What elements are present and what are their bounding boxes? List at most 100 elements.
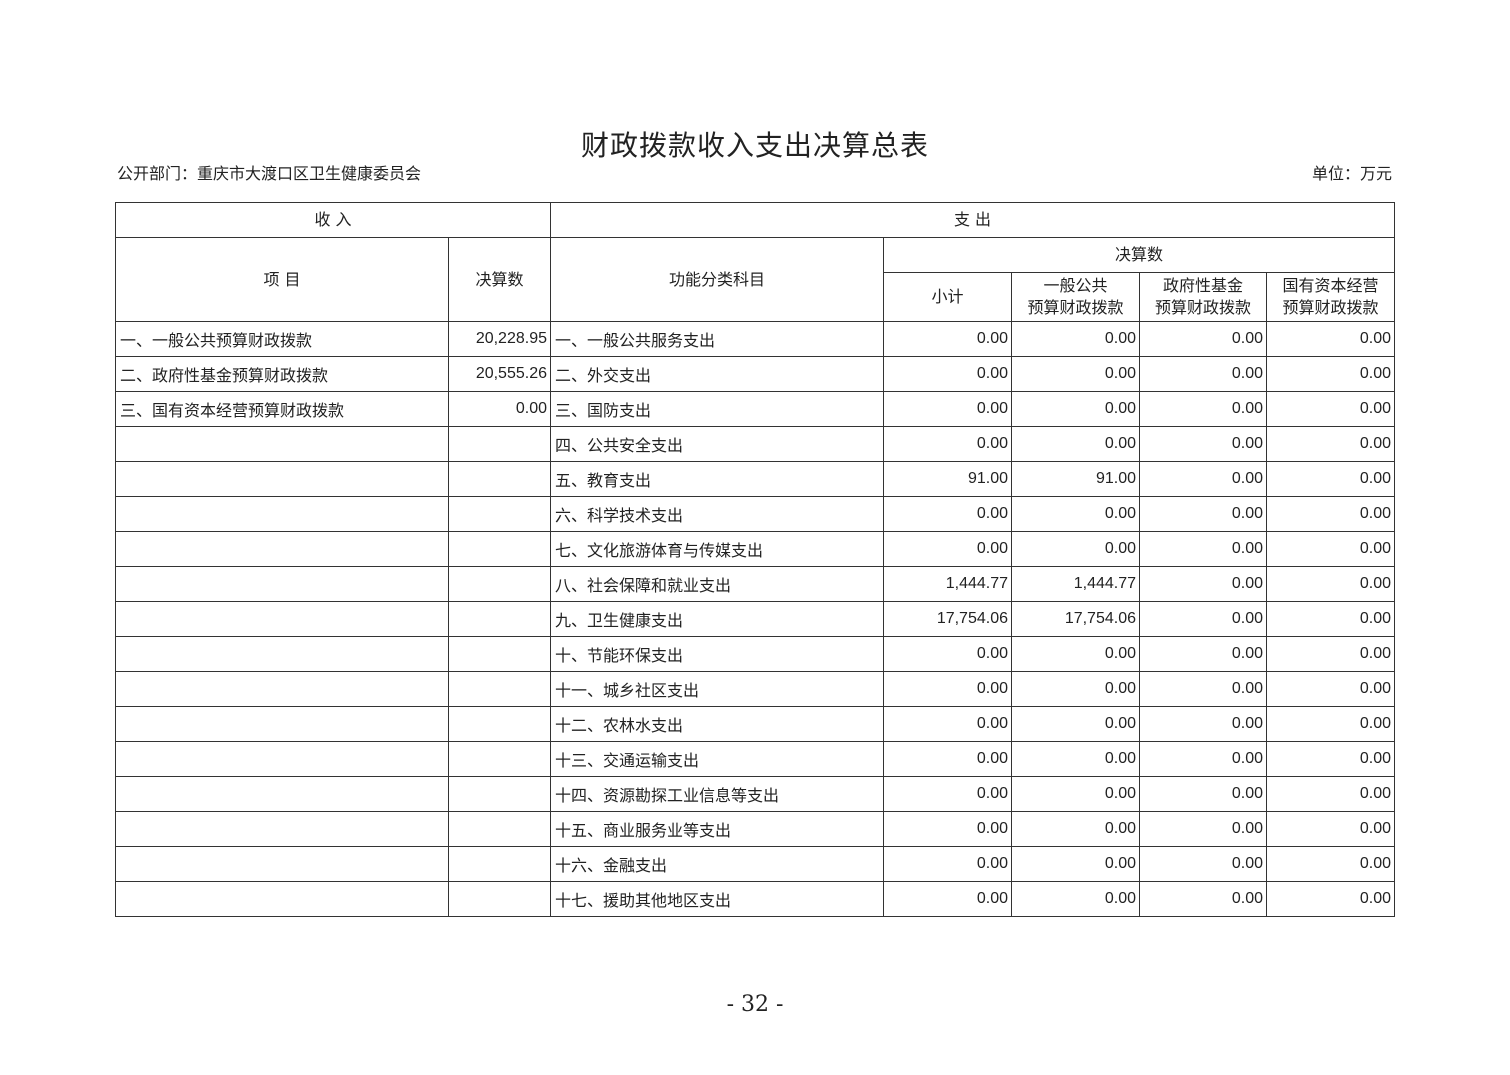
general-public-cell: 0.00 — [1011, 391, 1140, 427]
income-item-cell — [115, 531, 449, 567]
state-capital-cell: 0.00 — [1266, 811, 1395, 847]
gov-fund-cell: 0.00 — [1139, 601, 1267, 637]
header-line: 政府性基金 — [1162, 276, 1243, 295]
table-row: 十一、城乡社区支出 0.00 0.00 0.00 0.00 — [115, 671, 1395, 707]
category-cell: 七、文化旅游体育与传媒支出 — [550, 531, 884, 567]
state-capital-cell: 0.00 — [1266, 426, 1395, 462]
unit-label: 单位：万元 — [1311, 164, 1392, 183]
table-row: 十三、交通运输支出 0.00 0.00 0.00 0.00 — [115, 741, 1395, 777]
general-public-cell: 1,444.77 — [1011, 566, 1140, 602]
income-item-cell — [115, 461, 449, 497]
subtotal-cell: 0.00 — [883, 356, 1012, 392]
item-header: 项 目 — [115, 237, 449, 322]
general-public-cell: 0.00 — [1011, 356, 1140, 392]
income-header: 收 入 — [115, 202, 551, 238]
general-public-cell: 0.00 — [1011, 706, 1140, 742]
income-item-cell — [115, 846, 449, 882]
gov-fund-cell: 0.00 — [1139, 321, 1267, 357]
state-capital-cell: 0.00 — [1266, 461, 1395, 497]
final-amount-header: 决算数 — [883, 237, 1395, 273]
general-public-cell: 0.00 — [1011, 636, 1140, 672]
income-amount-cell: 0.00 — [448, 391, 551, 427]
general-public-cell: 0.00 — [1011, 846, 1140, 882]
state-capital-cell: 0.00 — [1266, 356, 1395, 392]
category-cell: 十、节能环保支出 — [550, 636, 884, 672]
table-row: 三、国有资本经营预算财政拨款 0.00 三、国防支出 0.00 0.00 0.00 0.00 — [115, 391, 1395, 427]
income-amount-cell — [448, 881, 551, 917]
state-capital-cell: 0.00 — [1266, 531, 1395, 567]
general-public-cell: 17,754.06 — [1011, 601, 1140, 637]
gov-fund-cell: 0.00 — [1139, 426, 1267, 462]
income-amount-cell — [448, 601, 551, 637]
income-item-cell — [115, 636, 449, 672]
table-row: 十五、商业服务业等支出 0.00 0.00 0.00 0.00 — [115, 811, 1395, 847]
income-item-cell — [115, 776, 449, 812]
category-cell: 四、公共安全支出 — [550, 426, 884, 462]
gov-fund-cell: 0.00 — [1139, 356, 1267, 392]
gov-fund-cell: 0.00 — [1139, 741, 1267, 777]
subtotal-cell: 0.00 — [883, 881, 1012, 917]
income-item-cell — [115, 426, 449, 462]
expense-header: 支 出 — [550, 202, 1395, 238]
income-amount-cell — [448, 566, 551, 602]
income-amount-cell — [448, 531, 551, 567]
finance-table: 收 入 支 出 项 目 决算数 功能分类科目 决算数 小计 一般公共 预算财政拨款… — [115, 202, 1395, 917]
state-capital-cell: 0.00 — [1266, 496, 1395, 532]
table-row: 四、公共安全支出 0.00 0.00 0.00 0.00 — [115, 426, 1395, 462]
state-capital-cell: 0.00 — [1266, 321, 1395, 357]
income-item-cell — [115, 706, 449, 742]
general-public-cell: 0.00 — [1011, 881, 1140, 917]
general-public-cell: 0.00 — [1011, 811, 1140, 847]
income-amount-cell — [448, 426, 551, 462]
category-cell: 十二、农林水支出 — [550, 706, 884, 742]
subtotal-cell: 0.00 — [883, 741, 1012, 777]
gov-fund-cell: 0.00 — [1139, 706, 1267, 742]
income-amount-header: 决算数 — [448, 237, 551, 322]
header-line: 预算财政拨款 — [1154, 298, 1251, 317]
header-line: 预算财政拨款 — [1027, 298, 1124, 317]
income-amount-cell — [448, 496, 551, 532]
state-capital-cell: 0.00 — [1266, 881, 1395, 917]
income-item-cell — [115, 741, 449, 777]
category-cell: 十五、商业服务业等支出 — [550, 811, 884, 847]
income-item-cell: 三、国有资本经营预算财政拨款 — [115, 391, 449, 427]
subtotal-cell: 0.00 — [883, 321, 1012, 357]
general-public-cell: 0.00 — [1011, 321, 1140, 357]
gov-fund-cell: 0.00 — [1139, 846, 1267, 882]
subtotal-cell: 17,754.06 — [883, 601, 1012, 637]
state-capital-cell: 0.00 — [1266, 776, 1395, 812]
header-line: 预算财政拨款 — [1282, 298, 1379, 317]
category-cell: 十六、金融支出 — [550, 846, 884, 882]
category-cell: 十四、资源勘探工业信息等支出 — [550, 776, 884, 812]
subtotal-cell: 0.00 — [883, 776, 1012, 812]
income-amount-cell — [448, 461, 551, 497]
subtotal-cell: 0.00 — [883, 391, 1012, 427]
category-cell: 一、一般公共服务支出 — [550, 321, 884, 357]
subtotal-cell: 1,444.77 — [883, 566, 1012, 602]
general-public-cell: 0.00 — [1011, 496, 1140, 532]
gov-fund-cell: 0.00 — [1139, 496, 1267, 532]
general-public-header: 一般公共 预算财政拨款 — [1011, 272, 1140, 322]
department-label: 公开部门：重庆市大渡口区卫生健康委员会 — [117, 164, 422, 183]
income-amount-cell — [448, 741, 551, 777]
income-amount-cell — [448, 811, 551, 847]
gov-fund-header: 政府性基金预算财政拨款 — [1139, 272, 1267, 322]
state-capital-cell: 0.00 — [1266, 741, 1395, 777]
general-public-cell: 0.00 — [1011, 776, 1140, 812]
page-number: - 32 - — [726, 992, 784, 1017]
category-cell: 三、国防支出 — [550, 391, 884, 427]
category-cell: 十三、交通运输支出 — [550, 741, 884, 777]
gov-fund-cell: 0.00 — [1139, 461, 1267, 497]
income-item-cell — [115, 881, 449, 917]
state-capital-cell: 0.00 — [1266, 846, 1395, 882]
state-capital-header: 国有资本经营 预算财政拨款 — [1266, 272, 1395, 322]
table-row: 十七、援助其他地区支出 0.00 0.00 0.00 0.00 — [115, 881, 1395, 917]
subtotal-cell: 0.00 — [883, 636, 1012, 672]
table-row: 十二、农林水支出 0.00 0.00 0.00 0.00 — [115, 706, 1395, 742]
income-item-cell: 一、一般公共预算财政拨款 — [115, 321, 449, 357]
income-item-cell — [115, 566, 449, 602]
income-amount-cell — [448, 636, 551, 672]
gov-fund-cell: 0.00 — [1139, 566, 1267, 602]
income-amount-cell — [448, 706, 551, 742]
subtotal-header: 小计 — [883, 272, 1012, 322]
